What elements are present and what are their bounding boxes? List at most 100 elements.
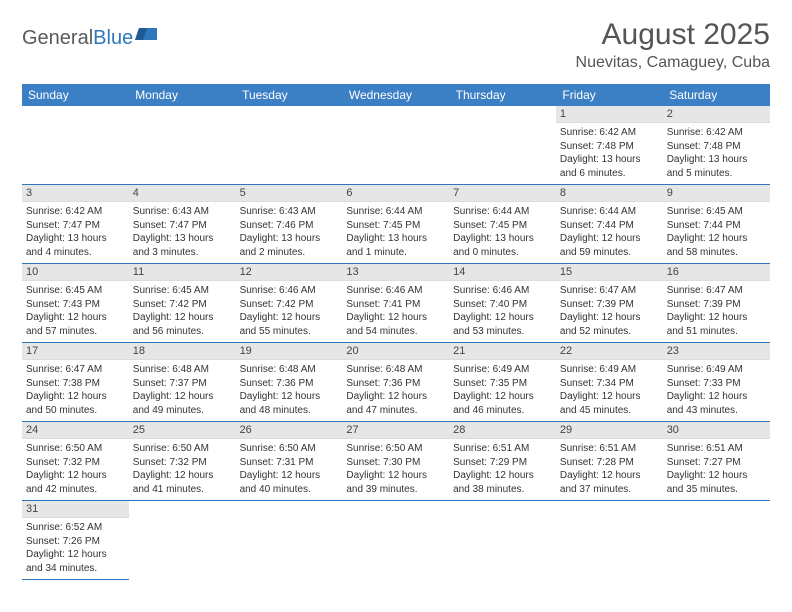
day-details: Sunrise: 6:48 AMSunset: 7:36 PMDaylight:… xyxy=(236,360,343,421)
calendar-day-cell: 25Sunrise: 6:50 AMSunset: 7:32 PMDayligh… xyxy=(129,422,236,501)
calendar-empty-cell: .. xyxy=(449,106,556,185)
day-details: Sunrise: 6:49 AMSunset: 7:34 PMDaylight:… xyxy=(556,360,663,421)
calendar-day-cell: 26Sunrise: 6:50 AMSunset: 7:31 PMDayligh… xyxy=(236,422,343,501)
sunset-line: Sunset: 7:37 PM xyxy=(133,377,232,391)
sunset-line: Sunset: 7:47 PM xyxy=(133,219,232,233)
header: GeneralBlue August 2025 Nuevitas, Camagu… xyxy=(22,18,770,72)
day-number: 10 xyxy=(22,264,129,281)
calendar-day-cell: 31Sunrise: 6:52 AMSunset: 7:26 PMDayligh… xyxy=(22,501,129,580)
daylight-line: Daylight: 12 hours and 41 minutes. xyxy=(133,469,232,496)
sunset-line: Sunset: 7:34 PM xyxy=(560,377,659,391)
title-location: Nuevitas, Camaguey, Cuba xyxy=(576,54,770,72)
day-details: Sunrise: 6:47 AMSunset: 7:39 PMDaylight:… xyxy=(556,281,663,342)
day-number: 4 xyxy=(129,185,236,202)
calendar-day-cell: 1Sunrise: 6:42 AMSunset: 7:48 PMDaylight… xyxy=(556,106,663,185)
daylight-line: Daylight: 12 hours and 46 minutes. xyxy=(453,390,552,417)
sunrise-line: Sunrise: 6:48 AM xyxy=(133,363,232,377)
day-details: Sunrise: 6:48 AMSunset: 7:37 PMDaylight:… xyxy=(129,360,236,421)
day-details: Sunrise: 6:42 AMSunset: 7:48 PMDaylight:… xyxy=(556,123,663,184)
sunrise-line: Sunrise: 6:46 AM xyxy=(240,284,339,298)
calendar-day-cell: 2Sunrise: 6:42 AMSunset: 7:48 PMDaylight… xyxy=(663,106,770,185)
weekday-header: Friday xyxy=(556,84,663,106)
calendar-week-row: 24Sunrise: 6:50 AMSunset: 7:32 PMDayligh… xyxy=(22,422,770,501)
day-number: 13 xyxy=(342,264,449,281)
sunset-line: Sunset: 7:27 PM xyxy=(667,456,766,470)
sunrise-line: Sunrise: 6:47 AM xyxy=(667,284,766,298)
daylight-line: Daylight: 12 hours and 49 minutes. xyxy=(133,390,232,417)
day-details: Sunrise: 6:50 AMSunset: 7:31 PMDaylight:… xyxy=(236,439,343,500)
sunset-line: Sunset: 7:39 PM xyxy=(560,298,659,312)
title-block: August 2025 Nuevitas, Camaguey, Cuba xyxy=(576,18,770,72)
sunrise-line: Sunrise: 6:44 AM xyxy=(346,205,445,219)
calendar-day-cell: 14Sunrise: 6:46 AMSunset: 7:40 PMDayligh… xyxy=(449,264,556,343)
day-details: Sunrise: 6:50 AMSunset: 7:32 PMDaylight:… xyxy=(129,439,236,500)
calendar-week-row: 31Sunrise: 6:52 AMSunset: 7:26 PMDayligh… xyxy=(22,501,770,580)
weekday-header: Saturday xyxy=(663,84,770,106)
day-number: 24 xyxy=(22,422,129,439)
day-number: 6 xyxy=(342,185,449,202)
sunset-line: Sunset: 7:32 PM xyxy=(133,456,232,470)
day-number: 16 xyxy=(663,264,770,281)
day-details: Sunrise: 6:47 AMSunset: 7:38 PMDaylight:… xyxy=(22,360,129,421)
day-number: 2 xyxy=(663,106,770,123)
day-details: Sunrise: 6:46 AMSunset: 7:42 PMDaylight:… xyxy=(236,281,343,342)
calendar-empty-cell: .. xyxy=(22,106,129,185)
calendar-empty-cell: .. xyxy=(342,501,449,580)
day-number: 7 xyxy=(449,185,556,202)
calendar-day-cell: 5Sunrise: 6:43 AMSunset: 7:46 PMDaylight… xyxy=(236,185,343,264)
sunset-line: Sunset: 7:28 PM xyxy=(560,456,659,470)
day-number: 15 xyxy=(556,264,663,281)
daylight-line: Daylight: 13 hours and 5 minutes. xyxy=(667,153,766,180)
day-number: 31 xyxy=(22,501,129,518)
sunset-line: Sunset: 7:42 PM xyxy=(133,298,232,312)
day-details: Sunrise: 6:51 AMSunset: 7:29 PMDaylight:… xyxy=(449,439,556,500)
calendar-week-row: 3Sunrise: 6:42 AMSunset: 7:47 PMDaylight… xyxy=(22,185,770,264)
daylight-line: Daylight: 12 hours and 48 minutes. xyxy=(240,390,339,417)
daylight-line: Daylight: 12 hours and 47 minutes. xyxy=(346,390,445,417)
calendar-empty-cell: .. xyxy=(236,501,343,580)
daylight-line: Daylight: 12 hours and 53 minutes. xyxy=(453,311,552,338)
calendar-day-cell: 13Sunrise: 6:46 AMSunset: 7:41 PMDayligh… xyxy=(342,264,449,343)
sunset-line: Sunset: 7:31 PM xyxy=(240,456,339,470)
sunset-line: Sunset: 7:44 PM xyxy=(560,219,659,233)
daylight-line: Daylight: 12 hours and 57 minutes. xyxy=(26,311,125,338)
day-number: 9 xyxy=(663,185,770,202)
day-number: 25 xyxy=(129,422,236,439)
calendar-day-cell: 7Sunrise: 6:44 AMSunset: 7:45 PMDaylight… xyxy=(449,185,556,264)
sunrise-line: Sunrise: 6:42 AM xyxy=(560,126,659,140)
calendar-day-cell: 16Sunrise: 6:47 AMSunset: 7:39 PMDayligh… xyxy=(663,264,770,343)
sunset-line: Sunset: 7:42 PM xyxy=(240,298,339,312)
sunrise-line: Sunrise: 6:46 AM xyxy=(346,284,445,298)
sunset-line: Sunset: 7:26 PM xyxy=(26,535,125,549)
daylight-line: Daylight: 12 hours and 50 minutes. xyxy=(26,390,125,417)
sunrise-line: Sunrise: 6:51 AM xyxy=(560,442,659,456)
daylight-line: Daylight: 13 hours and 0 minutes. xyxy=(453,232,552,259)
daylight-line: Daylight: 12 hours and 58 minutes. xyxy=(667,232,766,259)
sunset-line: Sunset: 7:30 PM xyxy=(346,456,445,470)
calendar-day-cell: 19Sunrise: 6:48 AMSunset: 7:36 PMDayligh… xyxy=(236,343,343,422)
day-details: Sunrise: 6:45 AMSunset: 7:42 PMDaylight:… xyxy=(129,281,236,342)
sunset-line: Sunset: 7:35 PM xyxy=(453,377,552,391)
day-details: Sunrise: 6:51 AMSunset: 7:28 PMDaylight:… xyxy=(556,439,663,500)
day-details: Sunrise: 6:44 AMSunset: 7:45 PMDaylight:… xyxy=(342,202,449,263)
day-number: 21 xyxy=(449,343,556,360)
sunset-line: Sunset: 7:40 PM xyxy=(453,298,552,312)
sunrise-line: Sunrise: 6:47 AM xyxy=(560,284,659,298)
day-number: 26 xyxy=(236,422,343,439)
calendar-empty-cell: .. xyxy=(449,501,556,580)
sunrise-line: Sunrise: 6:46 AM xyxy=(453,284,552,298)
brand-logo: GeneralBlue xyxy=(22,26,157,50)
daylight-line: Daylight: 12 hours and 55 minutes. xyxy=(240,311,339,338)
day-number: 17 xyxy=(22,343,129,360)
day-details: Sunrise: 6:42 AMSunset: 7:47 PMDaylight:… xyxy=(22,202,129,263)
calendar-empty-cell: .. xyxy=(342,106,449,185)
weekday-header: Sunday xyxy=(22,84,129,106)
sunrise-line: Sunrise: 6:42 AM xyxy=(26,205,125,219)
calendar-day-cell: 27Sunrise: 6:50 AMSunset: 7:30 PMDayligh… xyxy=(342,422,449,501)
calendar-day-cell: 28Sunrise: 6:51 AMSunset: 7:29 PMDayligh… xyxy=(449,422,556,501)
daylight-line: Daylight: 13 hours and 2 minutes. xyxy=(240,232,339,259)
day-number: 11 xyxy=(129,264,236,281)
sunset-line: Sunset: 7:46 PM xyxy=(240,219,339,233)
daylight-line: Daylight: 12 hours and 56 minutes. xyxy=(133,311,232,338)
sunrise-line: Sunrise: 6:45 AM xyxy=(667,205,766,219)
